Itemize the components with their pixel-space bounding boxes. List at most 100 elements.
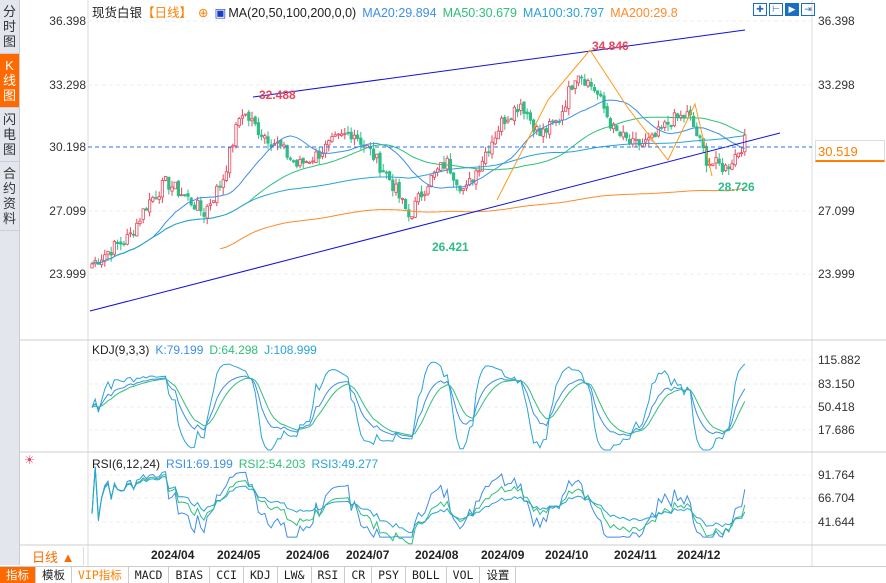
tab-cr[interactable]: CR — [345, 567, 373, 583]
price-tick: 27.099 — [818, 204, 855, 218]
ma-label: MA(20,50,100,200,0,0) — [228, 6, 357, 20]
candle-body — [714, 157, 718, 164]
candle-body — [471, 179, 475, 183]
candle-body — [211, 200, 216, 203]
candle-body — [205, 205, 209, 219]
wave-line — [496, 49, 713, 201]
ma20-value: MA20:29.894 — [362, 6, 437, 20]
candle-body — [525, 111, 529, 115]
candle-body — [320, 153, 325, 157]
candle-body — [125, 234, 129, 245]
candle-body — [179, 194, 184, 197]
candle-body — [666, 121, 670, 125]
candle-body — [487, 151, 491, 154]
candle-body — [615, 125, 619, 132]
candle-body — [243, 113, 248, 116]
candle-body — [231, 145, 235, 148]
high-annotation: 34.846 — [592, 39, 629, 53]
candle-body — [580, 76, 584, 79]
tab-flash[interactable]: 闪 电 图 — [0, 108, 19, 162]
candle-body — [195, 199, 200, 211]
candle-body — [407, 209, 411, 218]
candle-body — [432, 171, 437, 178]
tab-macd[interactable]: MACD — [129, 567, 170, 583]
candle-body — [355, 134, 360, 139]
tab-contract-info[interactable]: 合 约 资 料 — [0, 162, 19, 231]
candle-body — [116, 241, 120, 245]
candle-body — [628, 139, 632, 144]
candle-body — [160, 180, 164, 198]
candle-body — [90, 263, 94, 269]
date-tick: 2024/04 — [151, 548, 195, 562]
tab-rsi[interactable]: RSI — [312, 567, 346, 583]
candle-body — [285, 145, 289, 158]
tab-timeshare[interactable]: 分 时 图 — [0, 0, 19, 54]
candle-body — [474, 170, 478, 185]
date-tick: 2024/08 — [415, 548, 459, 562]
candle-body — [151, 197, 155, 202]
candle-body — [483, 151, 488, 164]
candle-body — [493, 137, 497, 145]
play-icon[interactable]: ▶ — [785, 3, 799, 16]
candle-body — [496, 130, 501, 140]
kdj-tick: 50.418 — [818, 400, 855, 414]
tab-lwr[interactable]: LW& — [278, 567, 312, 583]
candle-body — [573, 80, 577, 89]
candle-body — [176, 180, 180, 196]
add-icon[interactable]: ⊕ — [198, 6, 209, 20]
candle-body — [253, 116, 257, 125]
tab-vol[interactable]: VOL — [447, 567, 481, 583]
ma-chart-icon[interactable]: ▣ — [214, 6, 227, 20]
candle-body — [676, 113, 680, 119]
candle-body — [416, 193, 421, 203]
candle-body — [605, 106, 609, 118]
left-price-tick: 23.999 — [49, 267, 86, 281]
candle-body — [451, 172, 456, 181]
candle-body — [192, 204, 196, 210]
settings-sun-icon[interactable]: ☀ — [24, 453, 35, 467]
candle-body — [400, 197, 405, 200]
tab-boll[interactable]: BOLL — [406, 567, 447, 583]
candle-body — [391, 179, 395, 192]
period-selector[interactable]: 日线 ▲ — [20, 547, 84, 565]
tab-psy[interactable]: PSY — [372, 567, 406, 583]
tab-templates[interactable]: 模板 — [36, 567, 72, 583]
candle-body — [291, 160, 296, 163]
high-annotation: 32.488 — [259, 88, 296, 102]
kdj-header: KDJ(9,3,3) K:79.199 D:64.298 J:108.999 — [92, 343, 323, 357]
candle-body — [234, 124, 238, 147]
tab-cci[interactable]: CCI — [210, 567, 244, 583]
candle-body — [685, 111, 689, 119]
candle-body — [167, 176, 171, 190]
candle-body — [692, 115, 696, 128]
candle-body — [154, 197, 158, 199]
date-tick: 2024/06 — [286, 548, 330, 562]
tab-kdj[interactable]: KDJ — [244, 567, 278, 583]
rsi2: RSI2:54.203 — [238, 457, 306, 471]
tab-kline[interactable]: K 线 图 — [0, 54, 19, 108]
candle-body — [637, 139, 641, 146]
candle-body — [426, 186, 430, 195]
candle-body — [250, 118, 254, 122]
candle-body — [170, 186, 174, 192]
candle-body — [720, 163, 725, 172]
tab-settings[interactable]: 设置 — [480, 567, 517, 583]
exit-icon[interactable]: ⇥ — [801, 3, 815, 16]
date-tick: 2024/11 — [614, 548, 657, 562]
candle-body — [439, 162, 443, 171]
tab-bias[interactable]: BIAS — [169, 567, 211, 583]
candle-body — [499, 117, 504, 132]
tab-indicators[interactable]: 指标 — [0, 567, 36, 583]
kdj-tick: 115.882 — [818, 353, 861, 367]
left-price-tick: 33.298 — [49, 78, 86, 92]
crosshair-icon[interactable]: ✚ — [753, 3, 767, 16]
candle-body — [621, 131, 625, 138]
candle-body — [202, 212, 206, 217]
candle-body — [423, 193, 427, 196]
candle-body — [279, 139, 283, 147]
candle-body — [227, 147, 232, 174]
range-icon[interactable]: ⊢ — [769, 3, 783, 16]
candle-body — [307, 161, 312, 164]
tab-vip-indicators[interactable]: VIP指标 — [72, 567, 129, 583]
